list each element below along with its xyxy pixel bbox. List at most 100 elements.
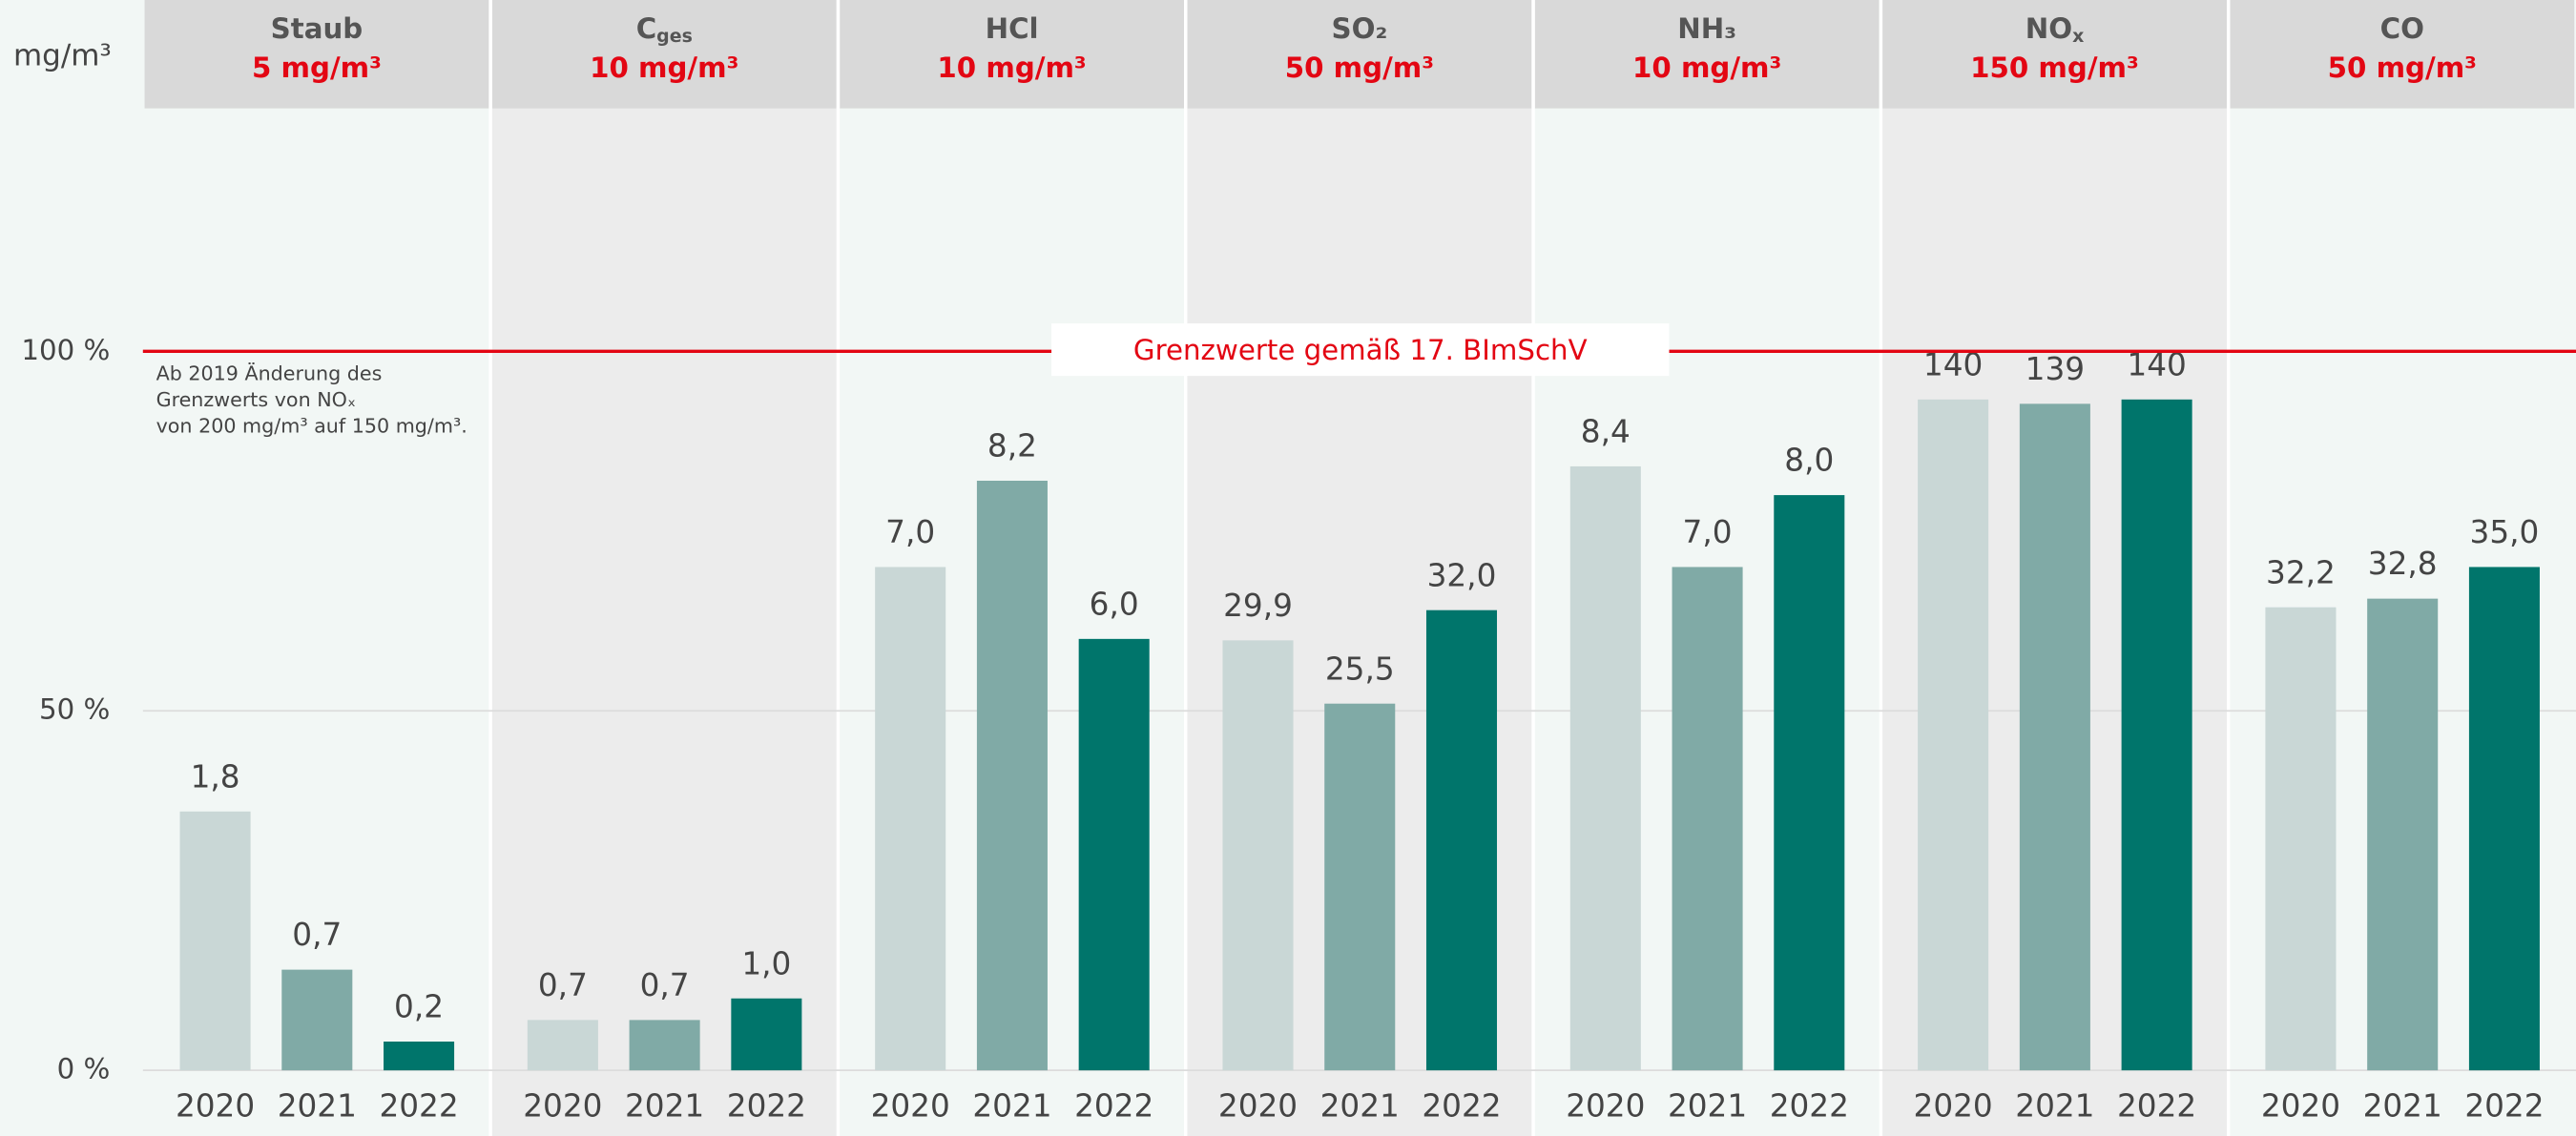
x-tick-label: 2022 bbox=[1770, 1088, 1849, 1125]
x-tick-label: 2021 bbox=[1668, 1088, 1747, 1125]
category-name: SO₂ bbox=[1332, 11, 1388, 44]
x-tick-label: 2022 bbox=[1422, 1088, 1501, 1125]
category-limit: 50 mg/m³ bbox=[2328, 52, 2477, 84]
bar bbox=[1425, 609, 1498, 1071]
category-limit: 5 mg/m³ bbox=[252, 52, 382, 84]
annotation: Grenzwerts von NOₓ bbox=[156, 388, 357, 411]
column-header bbox=[2230, 0, 2575, 109]
bar bbox=[2468, 567, 2540, 1071]
x-tick-label: 2020 bbox=[1914, 1088, 1993, 1125]
value-label: 0,7 bbox=[538, 967, 588, 1003]
category-name-text: NH₃ bbox=[1677, 11, 1736, 44]
bar bbox=[384, 1042, 455, 1071]
y-tick-label: 50 % bbox=[39, 693, 110, 726]
bar bbox=[629, 1020, 700, 1071]
column-header bbox=[491, 0, 837, 109]
reference-label-bg bbox=[1051, 323, 1670, 377]
value-label: 1,0 bbox=[741, 945, 791, 981]
x-tick-label: 2022 bbox=[2464, 1088, 2544, 1125]
value-label: 7,0 bbox=[1683, 514, 1733, 550]
category-name: HCl bbox=[986, 11, 1039, 44]
bar bbox=[281, 969, 353, 1071]
x-tick-label: 2022 bbox=[379, 1088, 458, 1125]
y-tick-label: 100 % bbox=[21, 334, 110, 366]
value-label: 8,0 bbox=[1784, 443, 1834, 479]
category-name-text: Staub bbox=[271, 11, 364, 44]
bar bbox=[1078, 638, 1150, 1071]
x-tick-label: 2022 bbox=[727, 1088, 806, 1125]
x-tick-label: 2021 bbox=[2363, 1088, 2442, 1125]
category-name: CO bbox=[2380, 11, 2424, 44]
value-label: 32,0 bbox=[1427, 557, 1497, 593]
value-label: 29,9 bbox=[1223, 588, 1293, 624]
annotation: von 200 mg/m³ auf 150 mg/m³. bbox=[156, 414, 467, 437]
value-label: 25,5 bbox=[1325, 651, 1395, 687]
bar bbox=[1672, 567, 1743, 1071]
category-name-sub: x bbox=[2072, 25, 2084, 46]
bar bbox=[976, 481, 1048, 1071]
category-name-text: SO₂ bbox=[1332, 11, 1388, 44]
value-label: 0,7 bbox=[640, 967, 690, 1003]
value-label: 32,2 bbox=[2266, 554, 2336, 590]
x-tick-label: 2022 bbox=[2117, 1088, 2196, 1125]
category-name-text: NO bbox=[2025, 11, 2072, 44]
x-tick-label: 2021 bbox=[1320, 1088, 1400, 1125]
x-tick-label: 2020 bbox=[176, 1088, 255, 1125]
value-label: 0,2 bbox=[394, 989, 444, 1025]
bar bbox=[2121, 399, 2192, 1071]
unit-label: mg/m³ bbox=[13, 39, 112, 73]
bar bbox=[2265, 607, 2337, 1071]
value-label: 8,4 bbox=[1581, 414, 1631, 450]
x-tick-label: 2020 bbox=[871, 1088, 950, 1125]
value-label: 0,7 bbox=[292, 917, 342, 953]
value-label: 8,2 bbox=[987, 428, 1037, 465]
column-header bbox=[144, 0, 489, 109]
x-tick-label: 2021 bbox=[625, 1088, 704, 1125]
bar bbox=[2367, 598, 2439, 1071]
category-name-text: C bbox=[636, 11, 656, 44]
category-name-text: CO bbox=[2380, 11, 2424, 44]
category-limit: 50 mg/m³ bbox=[1285, 52, 1434, 84]
bar bbox=[875, 567, 946, 1071]
value-label: 7,0 bbox=[885, 514, 935, 550]
category-name: NH₃ bbox=[1677, 11, 1736, 44]
category-limit: 10 mg/m³ bbox=[937, 52, 1086, 84]
x-tick-label: 2021 bbox=[2015, 1088, 2094, 1125]
value-label: 35,0 bbox=[2470, 514, 2540, 550]
x-tick-label: 2020 bbox=[2261, 1088, 2340, 1125]
bar bbox=[1774, 495, 1845, 1071]
value-label: 139 bbox=[2025, 351, 2085, 387]
bar bbox=[1222, 640, 1294, 1071]
annotation: Ab 2019 Änderung des bbox=[156, 361, 383, 384]
bar bbox=[731, 998, 802, 1071]
value-label: 32,8 bbox=[2368, 546, 2438, 582]
value-label: 1,8 bbox=[191, 758, 240, 795]
column-header bbox=[1882, 0, 2227, 109]
category-limit: 150 mg/m³ bbox=[1970, 52, 2139, 84]
column-background bbox=[490, 0, 839, 1136]
category-name-text: HCl bbox=[986, 11, 1039, 44]
column-header bbox=[1534, 0, 1880, 109]
reference-label: Grenzwerte gemäß 17. BImSchV bbox=[1133, 334, 1588, 366]
category-name-sub: ges bbox=[656, 25, 693, 46]
bar bbox=[1569, 465, 1641, 1071]
x-tick-label: 2022 bbox=[1074, 1088, 1153, 1125]
bar bbox=[179, 811, 251, 1071]
bar bbox=[1324, 703, 1396, 1071]
category-name: Staub bbox=[271, 11, 364, 44]
x-tick-label: 2020 bbox=[1218, 1088, 1298, 1125]
category-limit: 10 mg/m³ bbox=[1632, 52, 1781, 84]
x-tick-label: 2021 bbox=[278, 1088, 357, 1125]
bar bbox=[2019, 403, 2090, 1071]
x-tick-label: 2021 bbox=[972, 1088, 1051, 1125]
column-header bbox=[1187, 0, 1532, 109]
x-tick-label: 2020 bbox=[523, 1088, 602, 1125]
category-name: NOx bbox=[2025, 11, 2085, 46]
y-tick-label: 0 % bbox=[57, 1053, 111, 1085]
column-header bbox=[840, 0, 1185, 109]
x-tick-label: 2020 bbox=[1566, 1088, 1645, 1125]
category-name: Cges bbox=[636, 11, 693, 46]
value-label: 6,0 bbox=[1090, 586, 1139, 622]
